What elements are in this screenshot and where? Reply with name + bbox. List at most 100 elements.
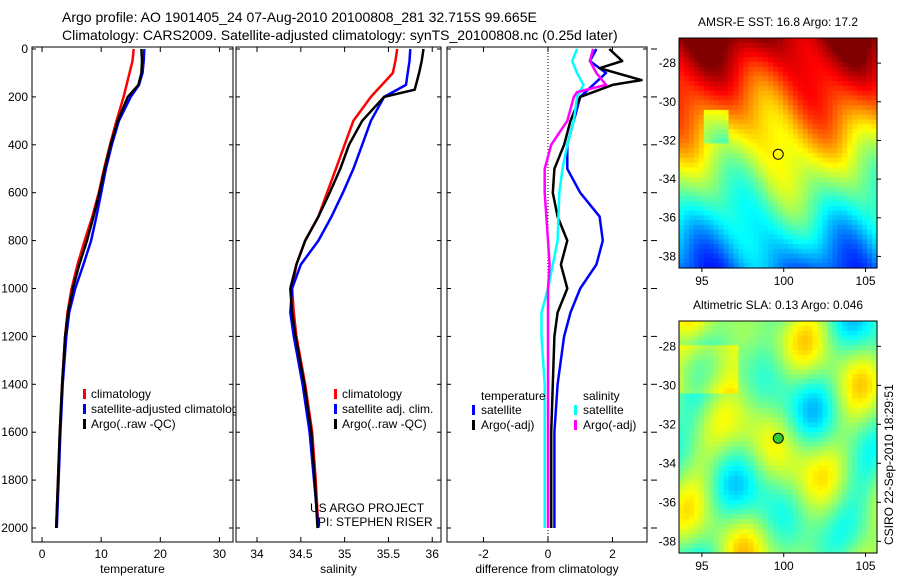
map-cell xyxy=(812,47,819,53)
map-cell xyxy=(693,85,700,92)
map-cell xyxy=(733,548,739,554)
map-cell xyxy=(679,205,685,212)
map-cell xyxy=(822,95,829,101)
map-cell xyxy=(827,42,834,49)
map-cell xyxy=(778,538,784,544)
map-cell xyxy=(822,47,829,53)
map-cell xyxy=(872,456,878,462)
map-cell xyxy=(822,129,829,135)
map-cell xyxy=(679,504,685,511)
map-cell xyxy=(698,224,705,231)
map-cell xyxy=(753,215,759,221)
map-cell xyxy=(812,432,819,438)
map-cell xyxy=(827,345,834,351)
map-cell xyxy=(763,374,769,380)
map-cell xyxy=(822,114,829,121)
map-cell xyxy=(718,234,725,240)
map-cell xyxy=(698,248,705,255)
map-cell xyxy=(768,109,774,116)
map-cell xyxy=(822,105,829,111)
map-cell xyxy=(703,456,710,462)
map-cell xyxy=(847,330,853,337)
map-cell xyxy=(763,354,769,361)
map-cell xyxy=(753,509,759,515)
map-cell xyxy=(797,509,804,515)
map-cell xyxy=(768,480,774,486)
map-cell xyxy=(763,528,769,535)
map-cell xyxy=(713,105,720,111)
map-cell xyxy=(857,374,863,380)
map-cell xyxy=(698,244,705,250)
map-cell xyxy=(837,388,843,395)
map-cell xyxy=(718,196,725,202)
map-cell xyxy=(723,533,730,540)
map-cell xyxy=(763,66,769,73)
map-cell xyxy=(832,548,838,554)
map-cell xyxy=(738,364,744,370)
map-cell xyxy=(807,499,814,506)
map-cell xyxy=(703,90,710,97)
map-cell xyxy=(867,220,873,226)
map-cell xyxy=(773,95,779,101)
map-cell xyxy=(797,480,804,486)
map-cell xyxy=(797,90,804,97)
map-cell xyxy=(723,548,730,554)
map-cell xyxy=(842,42,848,49)
map-cell xyxy=(778,220,784,226)
map-cell xyxy=(797,325,804,332)
map-cell xyxy=(703,417,710,424)
map-cell xyxy=(723,162,730,168)
map-cell xyxy=(723,47,730,53)
map-cell xyxy=(738,57,744,63)
map-cell xyxy=(763,335,769,341)
map-cell xyxy=(718,129,725,135)
map-cell xyxy=(708,335,715,341)
map-cell xyxy=(847,244,853,250)
map-cell xyxy=(807,417,814,424)
map-cell xyxy=(807,383,814,390)
map-cell xyxy=(738,519,744,525)
map-cell xyxy=(718,490,725,496)
map-cell xyxy=(703,42,710,49)
map-cell xyxy=(683,335,690,341)
map-cell xyxy=(842,364,848,370)
map-cell xyxy=(743,441,749,448)
map-cell xyxy=(787,490,794,496)
map-cell xyxy=(782,393,789,399)
map-cell xyxy=(679,432,685,438)
map-cell xyxy=(872,466,878,472)
map-cell xyxy=(738,229,744,236)
plot-frame xyxy=(31,46,234,543)
map-cell xyxy=(847,167,853,173)
map-cell xyxy=(807,398,814,404)
map-cell xyxy=(733,504,739,511)
map-cell xyxy=(797,408,804,414)
map-cell xyxy=(837,263,843,269)
map-cell xyxy=(867,548,873,554)
map-cell xyxy=(857,100,863,106)
map-cell xyxy=(743,253,749,260)
map-cell xyxy=(797,191,804,197)
map-cell xyxy=(703,509,710,515)
map-cell xyxy=(807,446,814,453)
map-cell xyxy=(847,263,853,269)
y-tick-label: -38 xyxy=(659,534,677,548)
map-cell xyxy=(807,119,814,125)
map-cell xyxy=(817,398,824,404)
map-cell xyxy=(802,167,809,173)
map-cell xyxy=(738,114,744,121)
map-cell xyxy=(778,480,784,486)
map-cell xyxy=(867,340,873,346)
map-cell xyxy=(787,340,794,346)
map-cell xyxy=(797,119,804,125)
map-cell xyxy=(872,470,878,477)
map-cell xyxy=(718,191,725,197)
map-cell xyxy=(857,354,863,361)
map-cell xyxy=(763,524,769,530)
x-tick-label: 35.5 xyxy=(377,547,401,561)
map-cell xyxy=(713,239,720,245)
map-cell xyxy=(872,514,878,520)
map-cell xyxy=(852,393,858,399)
map-cell xyxy=(733,90,739,97)
map-cell xyxy=(698,42,705,49)
